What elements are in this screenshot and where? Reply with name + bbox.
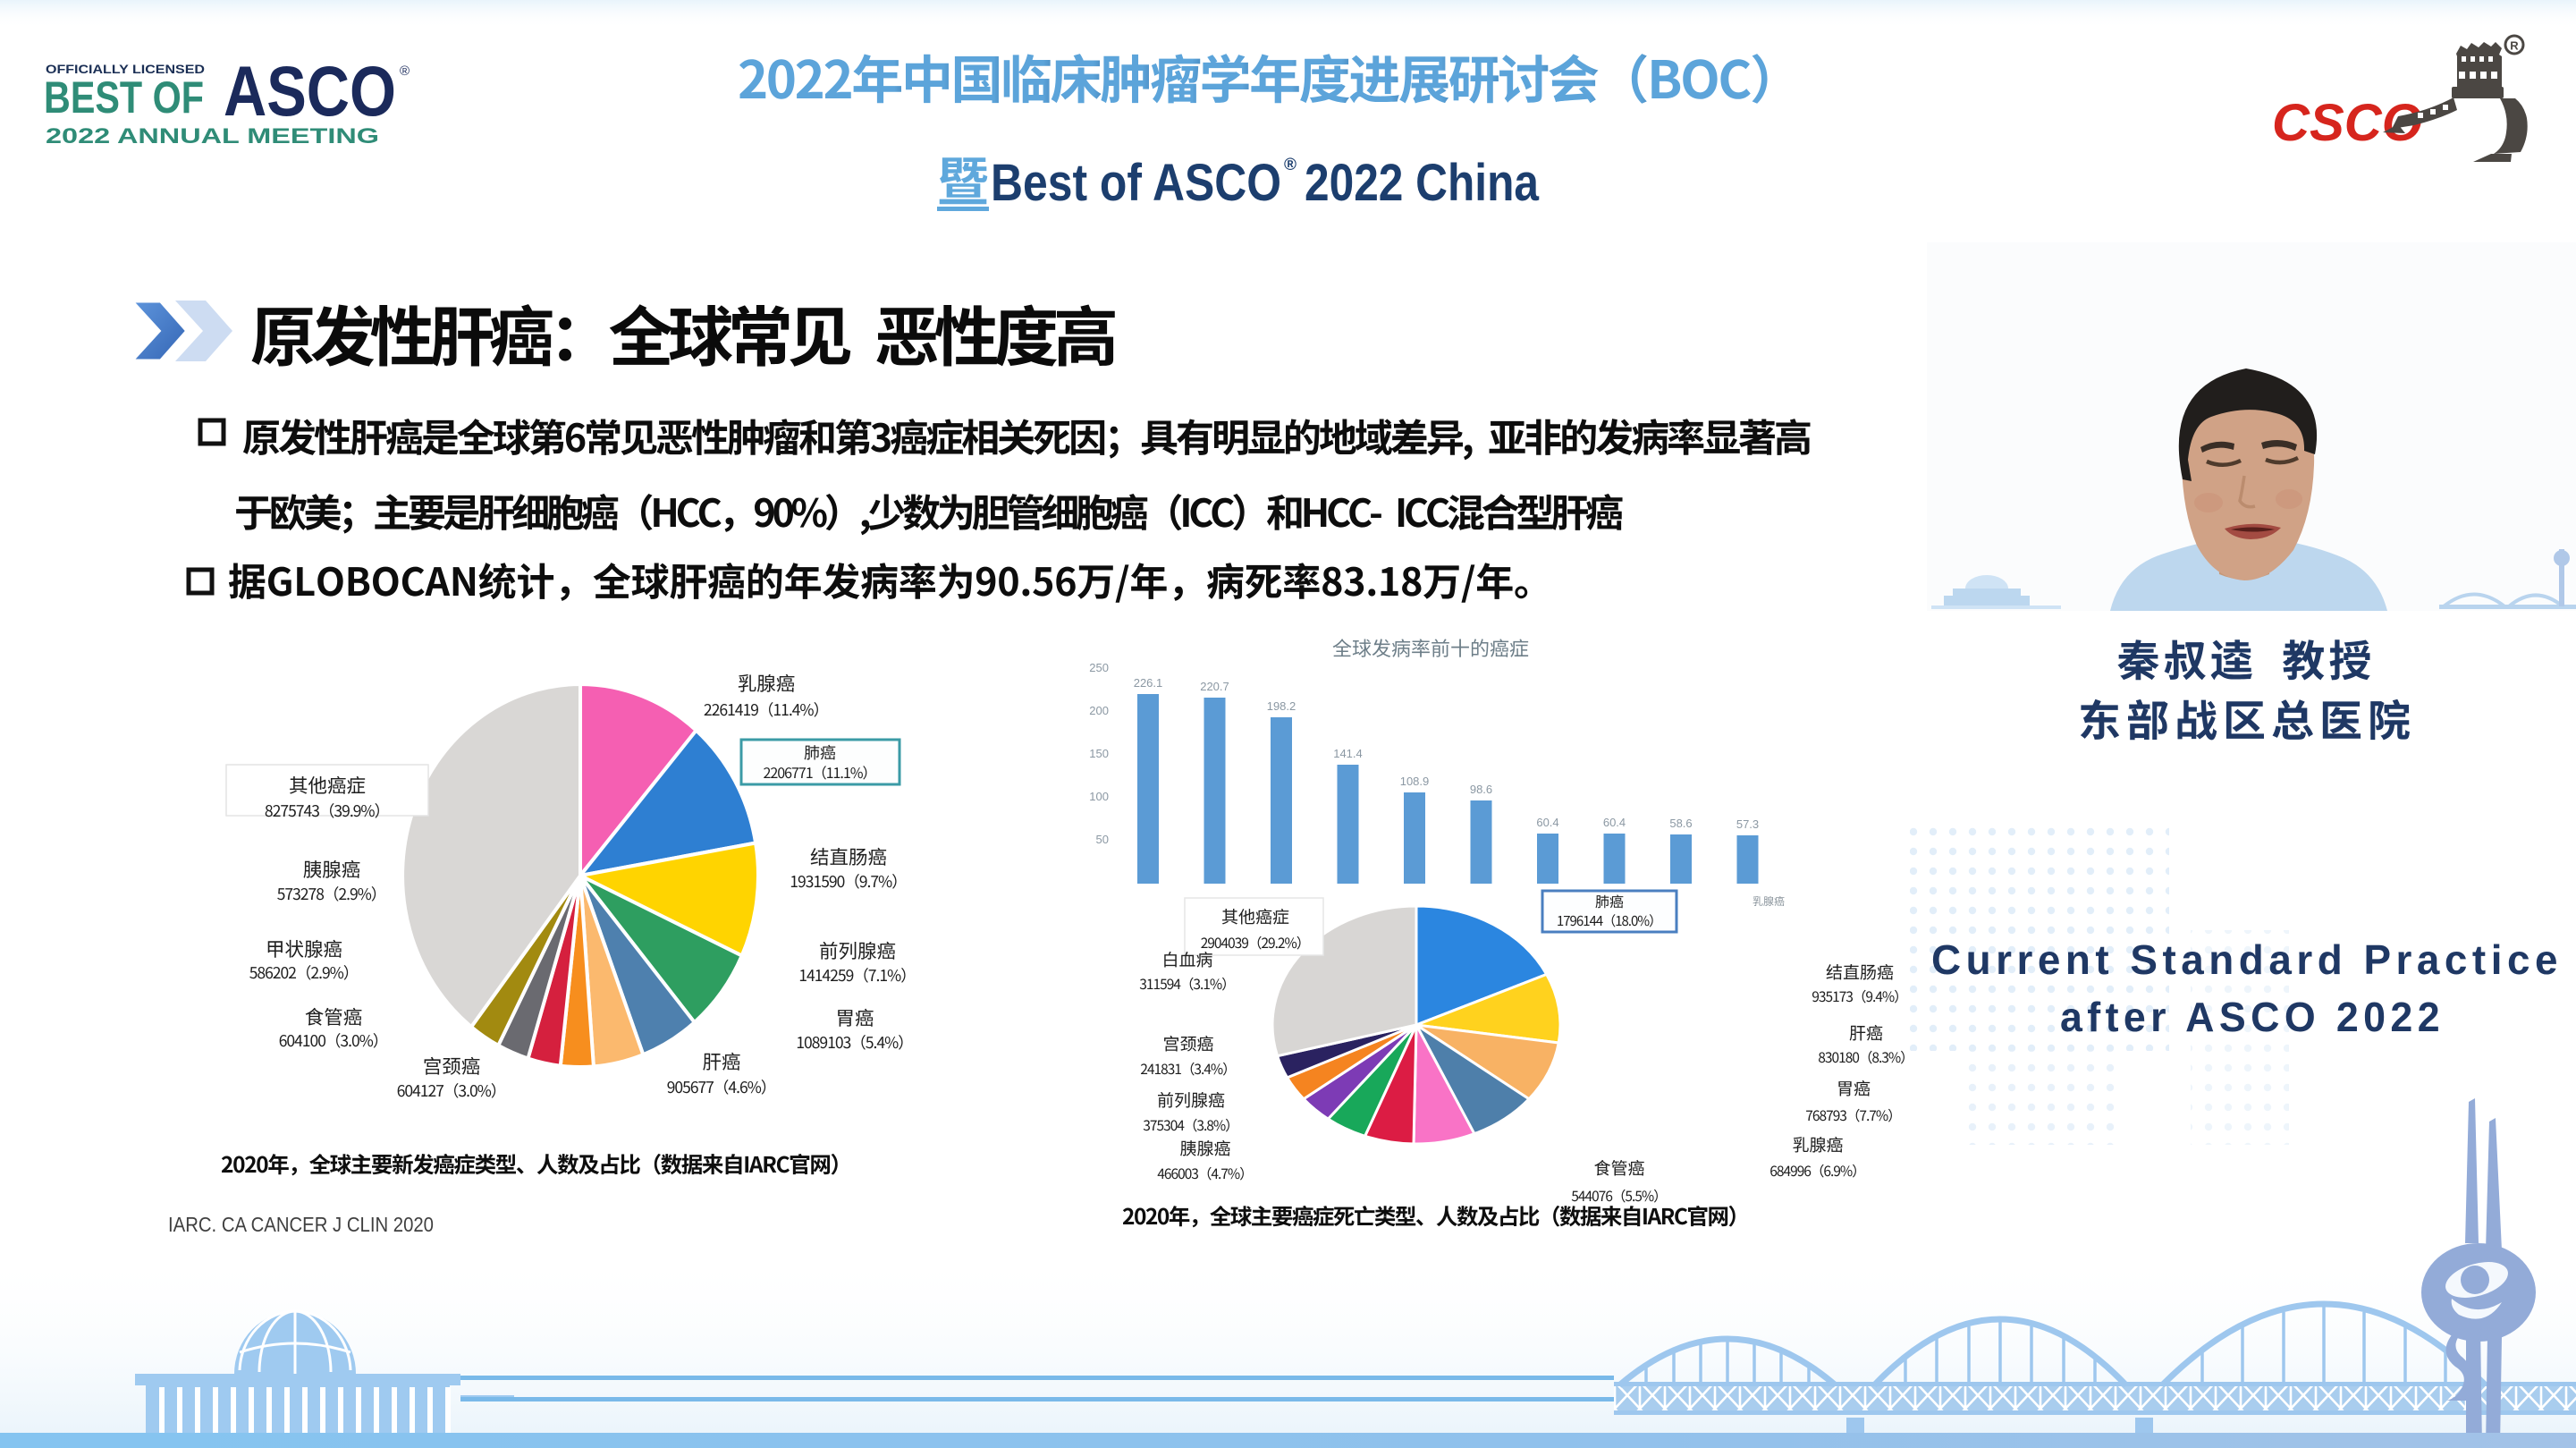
svg-text:ASCO: ASCO	[224, 51, 396, 131]
svg-text:58.6: 58.6	[1669, 817, 1692, 830]
svg-text:57.3: 57.3	[1736, 817, 1759, 831]
svg-text:R: R	[2510, 39, 2519, 53]
svg-text:BEST OF: BEST OF	[44, 72, 204, 123]
svg-text:198.2: 198.2	[1267, 699, 1296, 713]
svg-text:250: 250	[1089, 661, 1109, 674]
svg-text:200: 200	[1089, 704, 1109, 717]
svg-text:2022 ANNUAL MEETING: 2022 ANNUAL MEETING	[46, 124, 379, 148]
svg-text:50: 50	[1096, 833, 1109, 846]
svg-text:226.1: 226.1	[1134, 676, 1163, 690]
svg-text:60.4: 60.4	[1536, 816, 1558, 829]
svg-text:141.4: 141.4	[1333, 747, 1363, 760]
svg-text:2022 China: 2022 China	[1305, 154, 1540, 212]
svg-text:after ASCO 2022: after ASCO 2022	[2060, 994, 2445, 1040]
svg-text:150: 150	[1089, 747, 1109, 760]
svg-text:®: ®	[400, 64, 410, 79]
svg-text:IARC. CA CANCER J CLIN 2020: IARC. CA CANCER J CLIN 2020	[168, 1213, 434, 1236]
svg-text:Current Standard Practice: Current Standard Practice	[1931, 936, 2563, 983]
svg-text:Best of ASCO: Best of ASCO	[991, 154, 1281, 212]
svg-text:®: ®	[1284, 156, 1296, 174]
svg-text:60.4: 60.4	[1603, 816, 1626, 829]
svg-text:100: 100	[1089, 790, 1109, 803]
svg-text:OFFICIALLY LICENSED: OFFICIALLY LICENSED	[46, 63, 205, 76]
svg-text:98.6: 98.6	[1470, 783, 1492, 796]
svg-text:220.7: 220.7	[1200, 680, 1229, 693]
svg-text:108.9: 108.9	[1400, 775, 1430, 788]
